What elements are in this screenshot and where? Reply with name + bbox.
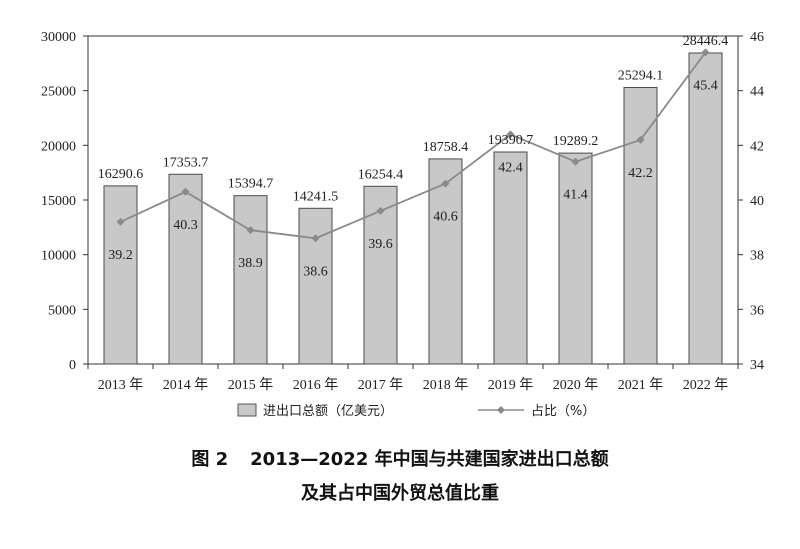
caption-title: 2013—2022 年中国与共建国家进出口总额 — [250, 449, 609, 470]
left-tick-label-4: 20000 — [41, 139, 76, 154]
bar-5 — [363, 185, 398, 365]
right-tick-label-1: 36 — [750, 303, 764, 318]
chart: 16290.6 17353.7 15394.7 14241.5 16254.4 18758… — [41, 30, 764, 419]
right-tick-label-3: 40 — [750, 194, 764, 209]
left-tick-label-3: 15000 — [41, 194, 76, 209]
line-point-5 — [376, 206, 385, 215]
x-tick-label-4: 2016 年 — [293, 377, 339, 393]
line-point-6 — [441, 179, 450, 188]
bar-9 — [623, 86, 658, 365]
bar-series — [103, 52, 723, 365]
line-label-9: 42.2 — [628, 166, 653, 181]
line-label-1: 39.2 — [108, 248, 133, 263]
caption-line-2: 及其占中国外贸总值比重 — [301, 483, 499, 504]
bar-10 — [688, 52, 723, 365]
figure-caption: 图 2 2013—2022 年中国与共建国家进出口总额 及其占中国外贸总值比重 — [0, 443, 800, 511]
line-value-labels: 39.2 40.3 38.9 38.6 39.6 40.6 42.4 41.4 42.2 45.4 — [108, 78, 718, 279]
bar-label-8: 19289.2 — [553, 134, 599, 149]
x-tick-label-9: 2021 年 — [618, 377, 664, 393]
caption-line-1: 图 2 2013—2022 年中国与共建国家进出口总额 — [0, 443, 800, 477]
legend-bar-swatch — [237, 403, 257, 417]
bar-1 — [103, 185, 138, 365]
line-point-9 — [636, 135, 645, 144]
bar-7 — [493, 151, 528, 365]
line-label-7: 42.4 — [498, 160, 523, 175]
right-axis-ticks: 34 36 38 40 42 44 46 — [738, 30, 764, 373]
bar-label-4: 14241.5 — [293, 189, 339, 204]
line-point-8 — [571, 157, 580, 166]
right-tick-label-5: 44 — [750, 85, 764, 100]
line-label-5: 39.6 — [368, 237, 393, 252]
line-point-10 — [701, 48, 710, 57]
bar-6 — [428, 158, 463, 365]
line-label-6: 40.6 — [433, 210, 458, 225]
left-tick-label-2: 10000 — [41, 249, 76, 264]
left-tick-label-6: 30000 — [41, 30, 76, 45]
line-point-1 — [116, 217, 125, 226]
legend: 进出口总额（亿美元） 占比（%） — [237, 403, 595, 419]
x-tick-label-2: 2014 年 — [163, 377, 209, 393]
bar-label-6: 18758.4 — [423, 140, 469, 155]
line-point-2 — [181, 187, 190, 196]
x-tick-label-7: 2019 年 — [488, 377, 534, 393]
legend-line-label: 占比（%） — [531, 404, 595, 419]
x-tick-label-10: 2022 年 — [683, 377, 729, 393]
legend-line-marker — [497, 406, 505, 414]
legend-bar-label: 进出口总额（亿美元） — [263, 404, 393, 419]
bar-label-1: 16290.6 — [98, 167, 144, 182]
bar-label-2: 17353.7 — [163, 155, 209, 170]
bar-8 — [558, 152, 593, 365]
bar-label-9: 25294.1 — [618, 68, 664, 83]
bar-3 — [233, 195, 268, 365]
x-tick-label-6: 2018 年 — [423, 377, 469, 393]
x-tick-label-5: 2017 年 — [358, 377, 404, 393]
left-tick-label-5: 25000 — [41, 85, 76, 100]
bar-label-10: 28446.4 — [683, 34, 729, 49]
line-label-10: 45.4 — [693, 78, 718, 93]
line-point-3 — [246, 226, 255, 235]
left-tick-label-0: 0 — [69, 358, 76, 373]
line-label-8: 41.4 — [563, 188, 588, 203]
figure-label: 图 2 — [191, 449, 229, 470]
left-axis-ticks: 0 5000 10000 15000 20000 25000 30000 — [41, 30, 88, 373]
right-tick-label-2: 38 — [750, 249, 764, 264]
bar-label-3: 15394.7 — [228, 177, 274, 192]
left-tick-label-1: 5000 — [48, 303, 76, 318]
line-point-7 — [506, 130, 515, 139]
bar-2 — [168, 173, 203, 365]
line-point-4 — [311, 234, 320, 243]
x-axis-ticks: 2013 年 2014 年 2015 年 2016 年 2017 年 2018 年 2019… — [87, 364, 739, 393]
line-path — [120, 51, 707, 240]
x-tick-label-3: 2015 年 — [228, 377, 274, 393]
right-tick-label-6: 46 — [750, 30, 764, 45]
bar-label-5: 16254.4 — [358, 167, 404, 182]
line-label-2: 40.3 — [173, 218, 198, 233]
bar-4 — [298, 207, 333, 365]
x-tick-label-1: 2013 年 — [98, 377, 144, 393]
bar-value-labels: 16290.6 17353.7 15394.7 14241.5 16254.4 18758… — [98, 34, 729, 204]
bar-label-7: 19390.7 — [488, 133, 534, 148]
line-series — [116, 48, 710, 243]
line-label-4: 38.6 — [303, 264, 328, 279]
right-tick-label-4: 42 — [750, 139, 764, 154]
right-tick-label-0: 34 — [750, 358, 764, 373]
x-tick-label-8: 2020 年 — [553, 377, 599, 393]
line-label-3: 38.9 — [238, 256, 263, 271]
